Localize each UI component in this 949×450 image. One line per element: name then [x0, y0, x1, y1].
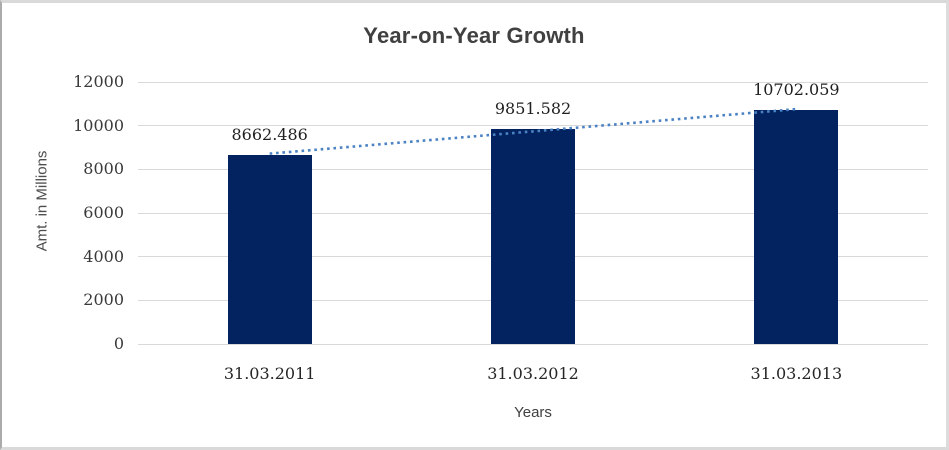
- trendline-svg: [269, 107, 797, 155]
- y-axis-tick-label: 10000: [73, 115, 124, 135]
- bar-31-03-2011: [227, 154, 312, 344]
- bar-31-03-2012: [491, 128, 575, 344]
- bar-value-label: 9851.582: [494, 98, 572, 118]
- y-axis-tick-label: 4000: [83, 246, 124, 266]
- bar-value-label: 8662.486: [231, 124, 308, 144]
- bar-value-label: 10702.059: [753, 80, 840, 100]
- x-axis-category-label: 31.03.2012: [487, 364, 579, 383]
- x-axis-title: Years: [514, 404, 552, 421]
- trendline: [269, 107, 797, 155]
- y-axis-tick-label: 6000: [83, 203, 124, 222]
- x-axis-category-label: 31.03.2013: [750, 364, 843, 383]
- y-axis-tick-label: 8000: [83, 159, 124, 179]
- gridline: [138, 343, 928, 345]
- x-axis-category-label: 31.03.2011: [223, 364, 316, 383]
- y-axis-tick-label: 2000: [83, 290, 124, 310]
- gridline: [138, 81, 928, 83]
- chart-title: Year-on-Year Growth: [363, 23, 585, 48]
- gridline: [138, 125, 928, 127]
- plot-area: 8662.486 9851.582 10702.059: [138, 80, 928, 345]
- y-axis-tick-label: 0: [113, 334, 124, 353]
- bar-31-03-2013: [754, 110, 839, 344]
- y-axis-tick-label: 12000: [73, 72, 124, 91]
